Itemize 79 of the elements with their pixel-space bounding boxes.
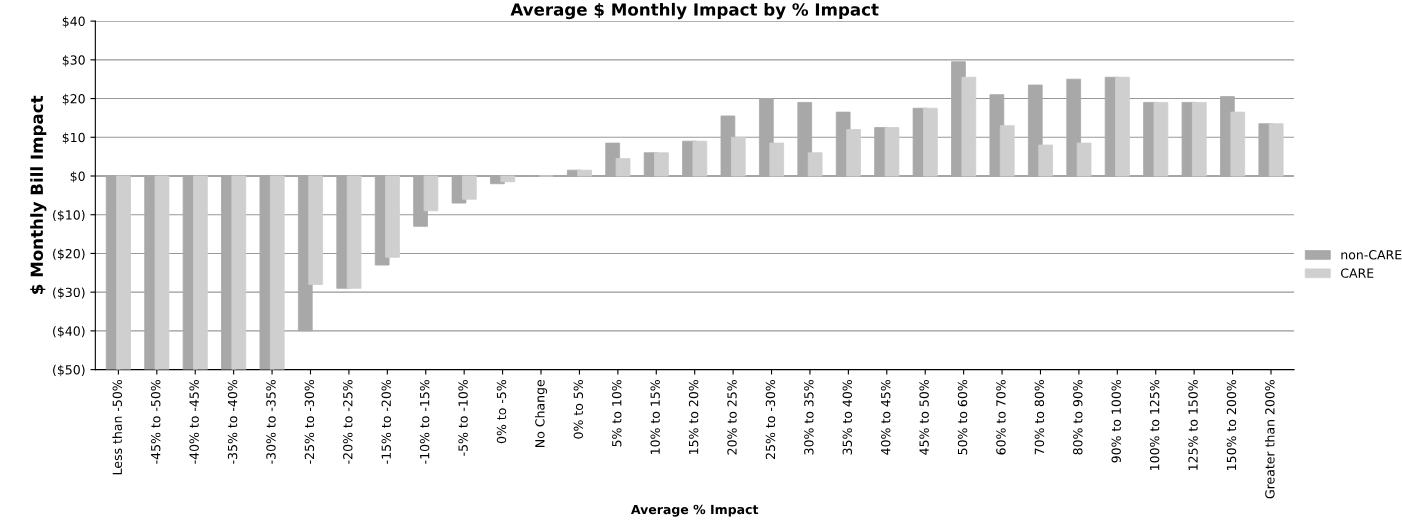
x-tick-label: 125% to 150% [1188, 380, 1198, 470]
x-tick-label: -45% to -50% [150, 380, 161, 464]
y-tick-label: $30 [62, 55, 85, 67]
legend-label: non-CARE [1341, 250, 1402, 260]
bar [769, 142, 785, 177]
bar [999, 125, 1015, 177]
bar [654, 152, 669, 177]
x-tick-label: -25% to -30% [304, 380, 315, 464]
y-tick-label: $10 [62, 132, 85, 144]
bar [692, 140, 708, 177]
bar [385, 175, 400, 258]
bar [1115, 76, 1130, 177]
bar [269, 175, 285, 370]
x-tick-label: 60% to 70% [996, 380, 1006, 455]
bar [615, 158, 631, 177]
bar [116, 175, 131, 370]
y-tick-label: ($50) [53, 364, 85, 377]
x-tick-label: 10% to 15% [650, 380, 660, 455]
x-tick-label: 35% to 40% [842, 380, 852, 455]
y-axis-title: $ Monthly Bill Impact [30, 95, 47, 294]
x-tick-label: 25% to -30% [765, 380, 776, 459]
x-tick-label: 45% to 50% [919, 380, 929, 455]
bar [884, 127, 900, 177]
bar [730, 136, 746, 177]
x-tick-label: 50% to 60% [957, 380, 968, 455]
bar [1153, 102, 1169, 177]
x-tick-label: -10% to -15% [419, 380, 430, 464]
bar [308, 175, 324, 285]
x-tick-label: No Change [534, 379, 548, 447]
y-tick-label: $40 [62, 16, 85, 28]
x-tick-label: -40% to -45% [189, 380, 199, 464]
bar [500, 175, 516, 183]
bar [462, 175, 477, 200]
bar [1038, 144, 1053, 177]
bar [193, 175, 208, 370]
x-tick-label: -15% to -20% [381, 380, 391, 464]
y-tick-label: $0 [70, 171, 85, 183]
x-tick-label: 90% to 100% [1111, 380, 1121, 463]
x-axis-title: Average % Impact [630, 504, 759, 517]
x-tick-label: Less than -50% [112, 380, 123, 475]
x-tick-label: 40% to 45% [880, 380, 891, 455]
bar [807, 152, 823, 177]
x-tick-label: 0% to 5% [573, 380, 584, 439]
x-tick-label: 70% to 80% [1034, 380, 1045, 455]
y-tick-label: ($30) [53, 287, 85, 299]
x-tick-label: -30% to -35% [266, 380, 276, 464]
bar [961, 76, 977, 177]
bar [1192, 102, 1207, 177]
bar [154, 175, 170, 370]
x-tick-label: 30% to 35% [804, 380, 814, 455]
x-tick-label: -35% to -40% [227, 380, 238, 464]
x-tick-label: 0% to -5% [496, 380, 507, 444]
bar [1027, 84, 1043, 177]
bar [577, 169, 592, 177]
x-tick-label: 80% to 90% [1073, 380, 1083, 455]
chart-title: Average $ Monthly Impact by % Impact [510, 2, 879, 20]
x-tick-label: 150% to 200% [1226, 380, 1237, 470]
y-tick-label: $20 [62, 93, 85, 106]
y-tick-label: ($20) [53, 248, 85, 261]
bar [231, 175, 247, 370]
bar [346, 175, 362, 289]
x-tick-label: 20% to 25% [727, 380, 737, 455]
x-tick-label: 100% to 125% [1149, 380, 1160, 470]
bar [1230, 111, 1246, 177]
x-tick-label: 15% to 20% [688, 380, 699, 455]
bar [846, 129, 861, 177]
bar [1066, 78, 1082, 177]
bar [1076, 142, 1092, 177]
x-tick-label: Greater than 200% [1264, 380, 1275, 499]
bar [423, 175, 439, 212]
x-tick-label: 5% to 10% [612, 380, 622, 447]
legend-label: CARE [1341, 268, 1374, 278]
bar [1268, 123, 1284, 177]
y-tick-label: ($10) [53, 209, 85, 222]
bar [923, 107, 938, 177]
x-tick-label: -20% to -25% [343, 380, 353, 464]
x-tick-label: -5% to -10% [458, 380, 468, 456]
bar [797, 102, 813, 177]
y-tick-label: ($40) [53, 326, 85, 338]
